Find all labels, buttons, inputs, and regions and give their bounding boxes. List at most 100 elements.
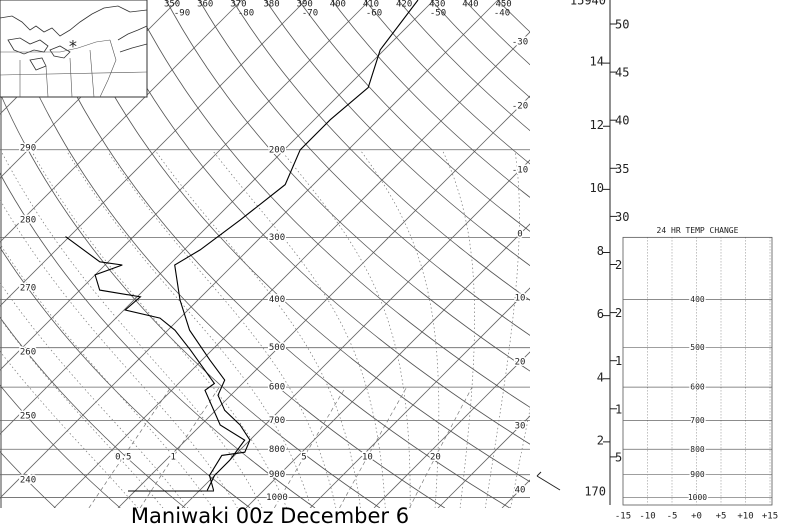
theta-label: 450: [495, 0, 511, 10]
height-km-label: 2: [597, 433, 604, 447]
dry-adiabat: [298, 0, 530, 232]
pressure-label: 300: [269, 233, 285, 243]
height-km-label: 6: [597, 307, 604, 321]
dry-adiabat: [364, 0, 530, 165]
moist-adiabat: [1, 151, 263, 508]
theta-label: 270: [20, 284, 36, 294]
isotherm: [373, 351, 530, 508]
pressure-label: 700: [269, 416, 285, 426]
inset-pressure-label: 600: [690, 383, 705, 392]
isotherm-label: 20: [515, 358, 526, 368]
theta-label: 250: [20, 412, 36, 422]
map-coast: [0, 5, 148, 37]
wind-barb-flag: [536, 471, 542, 477]
isotherm-label: -10: [512, 166, 528, 176]
moist-adiabat: [31, 151, 287, 508]
moist-adiabat: [0, 350, 139, 508]
inset-x-tick-label: -10: [639, 512, 655, 522]
dry-adiabat: [198, 0, 530, 336]
temperature-profile: [174, 0, 419, 491]
wind-barb: [536, 475, 561, 491]
map-coast-east: [117, 25, 148, 53]
dry-adiabat: [132, 0, 530, 408]
pressure-label: 600: [269, 383, 285, 393]
pressure-label: 800: [269, 445, 285, 455]
dry-adiabat: [0, 91, 381, 508]
dry-adiabat: [232, 0, 530, 301]
mixing-ratio-line: [339, 387, 407, 508]
moist-adiabat: [0, 199, 238, 508]
mixing-ratio-line: [273, 387, 346, 508]
theta-label: 260: [20, 348, 36, 358]
mixing-ratio-line: [139, 387, 220, 508]
theta-label: 240: [20, 476, 36, 486]
inset-x-tick-label: +15: [762, 512, 778, 522]
inset-pressure-label: 900: [690, 470, 705, 479]
height-kft-label: 5: [615, 450, 622, 464]
isotherm-label: -80: [238, 9, 254, 19]
temp-change-inset: 24 HR TEMP CHANGE 400 500 600 700 800 900 1000 -…: [615, 226, 778, 522]
moist-adiabat: [155, 151, 361, 508]
theta-label: 370: [230, 0, 246, 10]
pressure-label: 400: [269, 295, 285, 305]
inset-pressure-label: 400: [690, 295, 705, 304]
mixing-ratio-label: 10: [362, 453, 373, 463]
moist-adiabat: [484, 151, 520, 508]
dry-adiabat: [331, 0, 530, 198]
isotherm: [309, 287, 530, 508]
mixing-ratio-label: 0.5: [115, 453, 131, 463]
inset-x-tick-label: -5: [667, 512, 678, 522]
height-km-label: 8: [597, 244, 604, 258]
isotherm-label: -30: [512, 38, 528, 48]
height-km-label: 10: [590, 181, 604, 195]
theta-label: 440: [462, 0, 478, 10]
pressure-label: 500: [269, 343, 285, 353]
dry-adiabat: [165, 0, 530, 372]
inset-x-tick-label: +5: [716, 512, 727, 522]
pressure-label: 1000: [266, 493, 288, 503]
bottom-height-label: 170: [584, 485, 606, 499]
theta-label: 380: [263, 0, 279, 10]
map-frame: [0, 0, 148, 98]
inset-x-tick-label: +0: [691, 512, 702, 522]
moist-adiabat: [510, 407, 530, 508]
mixing-ratio-label: 1: [171, 453, 176, 463]
isotherm: [0, 0, 307, 307]
theta-label: 350: [164, 0, 180, 10]
height-km-label: 14: [590, 55, 604, 69]
moist-adiabat: [0, 282, 189, 508]
theta-label: 410: [363, 0, 379, 10]
pressure-label: 200: [269, 145, 285, 155]
isotherm-label: -70: [302, 9, 318, 19]
height-km-label: 4: [597, 370, 604, 384]
theta-label: 400: [330, 0, 346, 10]
locator-map: *: [0, 0, 148, 98]
dewpoint-profile: [65, 236, 246, 491]
isotherm-label: 40: [515, 486, 526, 496]
mixing-ratio-label: 20: [430, 453, 441, 463]
height-km-label: 12: [590, 118, 604, 132]
mixing-ratio-line: [88, 387, 171, 508]
inset-x-tick-label: +10: [737, 512, 753, 522]
moist-adiabat: [213, 151, 386, 508]
dry-adiabat: [0, 316, 186, 508]
mixing-ratio-line: [409, 387, 473, 508]
isotherm: [0, 0, 499, 499]
isotherm-label: 30: [515, 422, 526, 432]
isotherm: [0, 0, 243, 243]
theta-label: 430: [429, 0, 445, 10]
isotherm: [181, 159, 530, 508]
dry-adiabat: [99, 0, 530, 445]
isotherm-label: -60: [366, 9, 382, 19]
theta-label: 280: [20, 216, 36, 226]
isotherm-label: -90: [174, 9, 190, 19]
dry-adiabat: [0, 384, 121, 508]
isotherm: [245, 223, 530, 508]
map-borders: [0, 39, 148, 98]
moist-adiabat: [0, 317, 164, 508]
theta-label: 290: [20, 144, 36, 154]
